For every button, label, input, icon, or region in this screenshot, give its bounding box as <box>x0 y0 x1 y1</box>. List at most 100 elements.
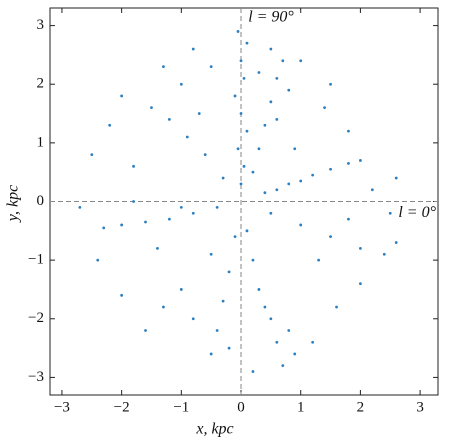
point <box>215 329 219 332</box>
point <box>120 293 124 297</box>
point <box>317 258 321 262</box>
point <box>239 112 243 115</box>
point <box>329 235 332 239</box>
point <box>132 200 135 203</box>
point <box>191 317 195 321</box>
point <box>191 47 195 51</box>
point <box>203 153 207 156</box>
point <box>299 223 303 227</box>
point <box>281 364 285 368</box>
point <box>150 106 153 110</box>
point <box>221 176 225 180</box>
point <box>78 205 82 209</box>
point <box>167 217 171 221</box>
point <box>269 47 273 51</box>
point <box>191 211 195 215</box>
point <box>263 191 267 195</box>
point <box>179 205 183 209</box>
point <box>382 252 386 256</box>
point <box>179 82 183 86</box>
point <box>299 179 303 183</box>
point <box>293 147 297 151</box>
point <box>347 129 350 133</box>
point <box>233 235 237 239</box>
point <box>251 258 255 262</box>
x-tick-label: 1 <box>297 399 305 415</box>
y-tick-label: 2 <box>37 76 45 92</box>
point <box>144 329 147 332</box>
point <box>245 41 249 45</box>
point <box>179 288 183 291</box>
point <box>269 317 273 321</box>
point <box>144 220 147 224</box>
point <box>132 164 135 168</box>
point <box>257 147 261 151</box>
annotation: l = 0° <box>398 204 436 221</box>
point <box>236 147 240 151</box>
x-tick-label: 0 <box>237 399 245 415</box>
point <box>251 170 255 174</box>
point <box>120 223 124 227</box>
point <box>215 205 219 209</box>
point <box>287 182 291 186</box>
point <box>227 270 231 274</box>
point <box>239 182 243 186</box>
point <box>370 188 374 192</box>
point <box>263 305 267 309</box>
point <box>269 211 273 215</box>
point <box>275 76 279 80</box>
point <box>242 164 246 168</box>
x-tick-label: −1 <box>173 399 189 415</box>
point <box>299 59 303 63</box>
point <box>108 123 112 127</box>
point <box>162 305 165 309</box>
point <box>275 188 279 192</box>
point <box>242 76 246 80</box>
point <box>293 352 297 356</box>
y-axis-label: y, kpc <box>5 185 22 223</box>
point <box>209 252 213 256</box>
point <box>245 129 249 133</box>
point <box>287 88 291 92</box>
point <box>323 106 326 110</box>
point <box>156 247 159 250</box>
point <box>96 258 100 262</box>
point <box>311 173 315 177</box>
point <box>359 247 362 250</box>
point <box>287 329 291 332</box>
point <box>245 229 249 233</box>
point <box>394 241 398 244</box>
point <box>263 123 267 127</box>
point <box>311 340 315 344</box>
point <box>359 282 362 285</box>
point <box>335 305 338 309</box>
point <box>185 135 189 139</box>
point <box>347 161 350 165</box>
point <box>388 211 392 215</box>
point <box>394 176 398 180</box>
x-axis-label: x, kpc <box>195 421 233 438</box>
point <box>236 30 240 33</box>
annotation: l = 90° <box>248 9 294 26</box>
point <box>162 65 165 69</box>
y-tick-label: −3 <box>28 369 44 385</box>
x-tick-label: −2 <box>114 399 130 415</box>
y-tick-label: 0 <box>37 193 45 209</box>
y-tick-label: 3 <box>37 17 45 33</box>
point <box>359 159 362 162</box>
point <box>197 112 201 115</box>
y-tick-label: 1 <box>37 134 45 150</box>
point <box>167 118 171 121</box>
point <box>221 299 225 303</box>
point <box>239 59 243 63</box>
point <box>257 288 261 291</box>
x-tick-label: 2 <box>357 399 365 415</box>
point <box>269 100 273 104</box>
point <box>209 65 213 69</box>
point <box>329 167 332 171</box>
y-tick-label: −2 <box>28 310 44 326</box>
point <box>120 94 124 98</box>
x-tick-label: −3 <box>54 399 70 415</box>
point <box>329 82 332 86</box>
